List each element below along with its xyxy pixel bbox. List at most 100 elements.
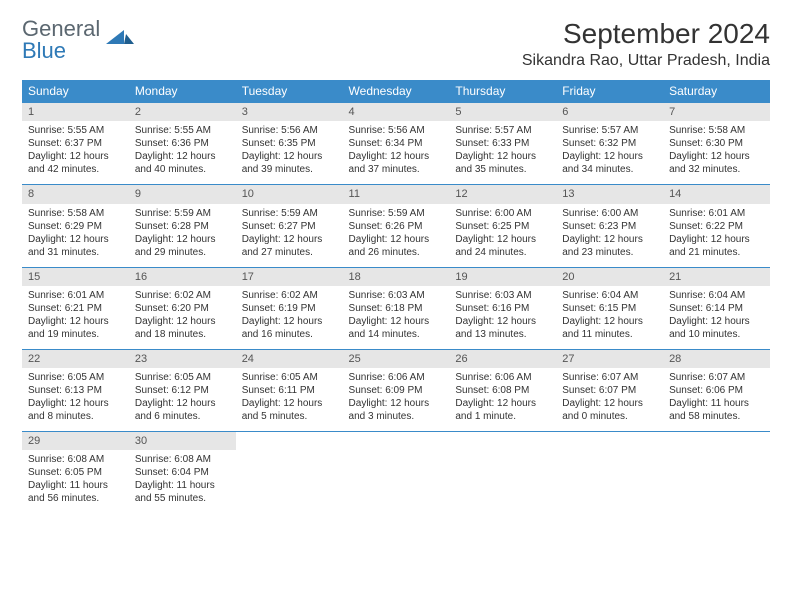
daylight-line: Daylight: 12 hours and 19 minutes. <box>28 315 123 341</box>
day-details: Sunrise: 6:04 AMSunset: 6:14 PMDaylight:… <box>663 286 770 349</box>
day-cell-body: Sunrise: 6:08 AMSunset: 6:04 PMDaylight:… <box>129 450 236 513</box>
day-header: Monday <box>129 80 236 103</box>
day-cell-number: 30 <box>129 432 236 451</box>
daylight-line: Daylight: 11 hours and 56 minutes. <box>28 479 123 505</box>
sunset-line: Sunset: 6:27 PM <box>242 220 337 233</box>
sunrise-line: Sunrise: 6:08 AM <box>135 453 230 466</box>
week-body-row: Sunrise: 6:08 AM Sunset: 6:05 PMDaylight:… <box>22 450 770 513</box>
header-right: September 2024 Sikandra Rao, Uttar Prade… <box>522 18 770 70</box>
day-cell-number: 27 <box>556 349 663 368</box>
day-details: Sunrise: 5:57 AMSunset: 6:32 PMDaylight:… <box>556 121 663 184</box>
sunset-line: Sunset: 6:05 PM <box>28 466 123 479</box>
day-cell-number: 24 <box>236 349 343 368</box>
day-details: Sunrise: 6:00 AMSunset: 6:23 PMDaylight:… <box>556 204 663 267</box>
sunset-line: Sunset: 6:07 PM <box>562 384 657 397</box>
day-details: Sunrise: 6:03 AMSunset: 6:18 PMDaylight:… <box>343 286 450 349</box>
header: General Blue September 2024 Sikandra Rao… <box>22 18 770 70</box>
sunrise-line: Sunrise: 6:07 AM <box>562 371 657 384</box>
daylight-line: Daylight: 12 hours and 37 minutes. <box>349 150 444 176</box>
sunrise-line: Sunrise: 6:01 AM <box>28 289 123 302</box>
day-number: 29 <box>22 432 129 450</box>
sunrise-line: Sunrise: 5:57 AM <box>562 124 657 137</box>
sunset-line: Sunset: 6:37 PM <box>28 137 123 150</box>
sunset-line: Sunset: 6:18 PM <box>349 302 444 315</box>
sunset-line: Sunset: 6:09 PM <box>349 384 444 397</box>
sunrise-line: Sunrise: 6:05 AM <box>242 371 337 384</box>
sunrise-line: Sunrise: 6:05 AM <box>135 371 230 384</box>
day-number: 6 <box>556 103 663 121</box>
day-number: 22 <box>22 350 129 368</box>
day-number: 10 <box>236 185 343 203</box>
sunrise-line: Sunrise: 6:05 AM <box>28 371 123 384</box>
day-number: 13 <box>556 185 663 203</box>
day-number: 11 <box>343 185 450 203</box>
sunrise-line: Sunrise: 6:02 AM <box>242 289 337 302</box>
day-cell-number: 1 <box>22 103 129 122</box>
week-body-row: Sunrise: 5:55 AMSunset: 6:37 PMDaylight:… <box>22 121 770 185</box>
day-details: Sunrise: 5:58 AMSunset: 6:30 PMDaylight:… <box>663 121 770 184</box>
sunrise-line: Sunrise: 5:59 AM <box>242 207 337 220</box>
day-cell-body <box>449 450 556 513</box>
day-details: Sunrise: 6:05 AMSunset: 6:11 PMDaylight:… <box>236 368 343 431</box>
day-cell-body: Sunrise: 6:07 AMSunset: 6:07 PMDaylight:… <box>556 368 663 432</box>
week-number-row: 15161718192021 <box>22 267 770 286</box>
day-cell-body: Sunrise: 5:58 AMSunset: 6:29 PMDaylight:… <box>22 204 129 268</box>
sunrise-line: Sunrise: 5:59 AM <box>135 207 230 220</box>
sunrise-line: Sunrise: 6:03 AM <box>349 289 444 302</box>
day-cell-number <box>663 432 770 451</box>
day-cell-number: 14 <box>663 185 770 204</box>
daylight-line: Daylight: 12 hours and 34 minutes. <box>562 150 657 176</box>
sunrise-line: Sunrise: 6:00 AM <box>562 207 657 220</box>
daylight-line: Daylight: 11 hours and 58 minutes. <box>669 397 764 423</box>
day-details: Sunrise: 5:56 AMSunset: 6:34 PMDaylight:… <box>343 121 450 184</box>
week-number-row: 22232425262728 <box>22 349 770 368</box>
day-details: Sunrise: 6:07 AMSunset: 6:07 PMDaylight:… <box>556 368 663 431</box>
day-number: 12 <box>449 185 556 203</box>
sunrise-line: Sunrise: 6:02 AM <box>135 289 230 302</box>
daylight-line: Daylight: 12 hours and 26 minutes. <box>349 233 444 259</box>
calendar-head: SundayMondayTuesdayWednesdayThursdayFrid… <box>22 80 770 103</box>
sunrise-line: Sunrise: 6:06 AM <box>349 371 444 384</box>
day-number: 19 <box>449 268 556 286</box>
day-number: 28 <box>663 350 770 368</box>
day-cell-body: Sunrise: 5:58 AMSunset: 6:30 PMDaylight:… <box>663 121 770 185</box>
daylight-line: Daylight: 12 hours and 24 minutes. <box>455 233 550 259</box>
daylight-line: Daylight: 12 hours and 21 minutes. <box>669 233 764 259</box>
day-details: Sunrise: 5:55 AMSunset: 6:36 PMDaylight:… <box>129 121 236 184</box>
daylight-line: Daylight: 12 hours and 8 minutes. <box>28 397 123 423</box>
daylight-line: Daylight: 12 hours and 14 minutes. <box>349 315 444 341</box>
sunrise-line: Sunrise: 6:00 AM <box>455 207 550 220</box>
day-cell-body: Sunrise: 6:02 AMSunset: 6:20 PMDaylight:… <box>129 286 236 350</box>
day-number: 25 <box>343 350 450 368</box>
day-cell-number: 19 <box>449 267 556 286</box>
day-cell-number: 16 <box>129 267 236 286</box>
day-cell-body: Sunrise: 6:01 AMSunset: 6:22 PMDaylight:… <box>663 204 770 268</box>
day-details: Sunrise: 6:05 AMSunset: 6:12 PMDaylight:… <box>129 368 236 431</box>
sunset-line: Sunset: 6:32 PM <box>562 137 657 150</box>
day-details: Sunrise: 6:07 AMSunset: 6:06 PMDaylight:… <box>663 368 770 431</box>
daylight-line: Daylight: 12 hours and 5 minutes. <box>242 397 337 423</box>
day-header: Sunday <box>22 80 129 103</box>
day-cell-number: 4 <box>343 103 450 122</box>
day-details: Sunrise: 6:05 AMSunset: 6:13 PMDaylight:… <box>22 368 129 431</box>
calendar-table: SundayMondayTuesdayWednesdayThursdayFrid… <box>22 80 770 513</box>
day-cell-body: Sunrise: 6:06 AMSunset: 6:09 PMDaylight:… <box>343 368 450 432</box>
day-details: Sunrise: 6:02 AMSunset: 6:20 PMDaylight:… <box>129 286 236 349</box>
day-header: Saturday <box>663 80 770 103</box>
day-cell-number <box>449 432 556 451</box>
daylight-line: Daylight: 12 hours and 32 minutes. <box>669 150 764 176</box>
day-cell-number: 3 <box>236 103 343 122</box>
sunset-line: Sunset: 6:26 PM <box>349 220 444 233</box>
logo-text: General Blue <box>22 18 100 62</box>
day-cell-body: Sunrise: 5:55 AMSunset: 6:36 PMDaylight:… <box>129 121 236 185</box>
day-header: Tuesday <box>236 80 343 103</box>
week-number-row: 891011121314 <box>22 185 770 204</box>
day-number: 15 <box>22 268 129 286</box>
sunrise-line: Sunrise: 5:58 AM <box>669 124 764 137</box>
sunrise-line: Sunrise: 6:07 AM <box>669 371 764 384</box>
day-details: Sunrise: 6:03 AMSunset: 6:16 PMDaylight:… <box>449 286 556 349</box>
day-cell-number: 6 <box>556 103 663 122</box>
day-cell-body: Sunrise: 5:56 AMSunset: 6:35 PMDaylight:… <box>236 121 343 185</box>
sunset-line: Sunset: 6:21 PM <box>28 302 123 315</box>
sunset-line: Sunset: 6:14 PM <box>669 302 764 315</box>
